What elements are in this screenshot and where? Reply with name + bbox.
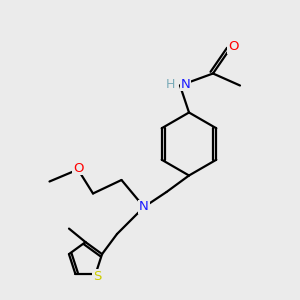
Text: S: S [93, 270, 101, 283]
Text: N: N [181, 77, 190, 91]
Text: O: O [73, 161, 83, 175]
Text: O: O [228, 40, 238, 53]
Text: H: H [166, 77, 175, 91]
Text: N: N [139, 200, 149, 214]
